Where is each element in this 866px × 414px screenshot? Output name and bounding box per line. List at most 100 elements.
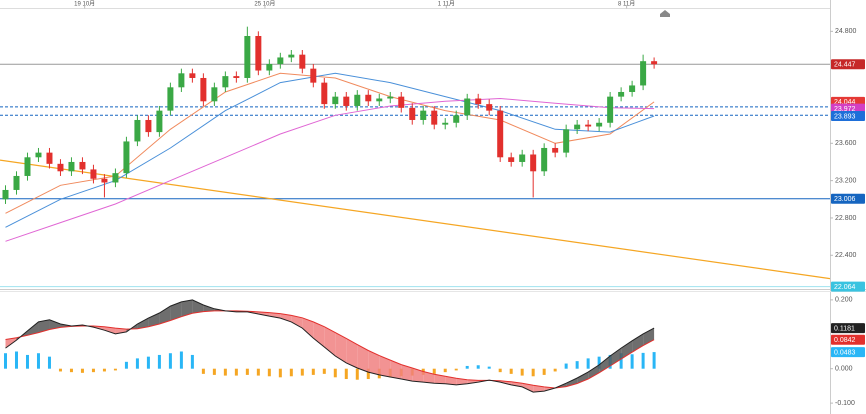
histogram-bar [124,361,128,369]
histogram-bar [619,353,623,369]
candle-body [299,54,306,69]
candle-body [167,87,174,111]
candle-body [640,61,647,86]
histogram-bar [344,368,348,380]
macd-fill [522,383,534,393]
histogram-bar [586,358,590,369]
histogram-bar [14,351,18,369]
histogram-bar [234,368,238,376]
candle-body [255,35,262,71]
macd-fill [434,374,446,384]
histogram-bar [542,368,546,375]
macd-fill [27,321,39,336]
histogram-bar [91,368,95,373]
candle-body [442,122,449,125]
candle-body [57,163,64,172]
candle-body [629,85,636,92]
y-tick-label: 22.800 [835,215,857,222]
candle-body [365,94,372,102]
value-box-label: 0.0842 [834,337,856,344]
macd-fill [258,311,270,317]
candle-body [233,76,240,78]
value-box-label: 0.0483 [834,349,856,356]
histogram-bar [3,353,7,369]
histogram-bar [58,368,62,372]
value-box-label: 23.006 [834,196,856,203]
y-tick-label: -0.100 [835,400,855,407]
histogram-bar [201,368,205,374]
macd-fill [412,368,424,383]
value-box-label: 23.893 [834,113,856,120]
macd-fill [368,350,380,375]
histogram-bar [311,368,315,375]
histogram-bar [168,353,172,369]
scroll-icon[interactable] [660,10,670,17]
candle-body [497,110,504,158]
moving-average [5,97,655,242]
y-tick-label: 0.000 [835,366,853,373]
value-box [831,323,865,334]
candle-body [596,122,603,127]
macd-fill [181,299,193,317]
histogram-bar [157,354,161,369]
histogram-bar [113,368,117,371]
macd-fill [610,348,622,366]
macd-fill [137,318,149,329]
macd-fill [588,364,600,380]
signal-line [5,310,655,389]
candle-body [13,175,20,190]
histogram-bar [333,368,337,378]
macd-fill [159,306,171,324]
candle-body [35,152,42,158]
x-tick-label: 8 11月 [618,1,635,8]
value-box-label: 23.972 [834,106,856,113]
histogram-bar [641,352,645,369]
value-box [831,334,865,345]
candle-body [486,104,493,111]
histogram-bar [300,368,304,376]
histogram-bar [212,368,216,375]
candle-body [134,119,141,142]
histogram-bar [80,368,84,373]
candle-body [68,161,75,172]
macd-fill [599,355,611,373]
candle-body [464,98,471,116]
histogram-bar [69,368,73,373]
y-tick-label: 23.200 [835,177,857,184]
histogram-bar [597,356,601,369]
histogram-bar [465,365,469,369]
macd-fill [423,371,435,384]
candle-body [101,178,108,183]
histogram-bar [564,363,568,369]
histogram-bar [47,356,51,369]
candle-body [24,157,31,176]
candle-body [222,76,229,88]
value-box [831,347,865,358]
y-tick-label: 0.200 [835,297,853,304]
candle-body [178,73,185,88]
histogram-bar [102,368,106,372]
histogram-bar [36,353,40,369]
y-tick-label: 22.400 [835,252,857,259]
histogram-bar [498,368,502,373]
trend-line [0,159,831,280]
candle-body [112,173,119,183]
candle-body [123,141,130,174]
x-tick-label: 25 10月 [254,1,275,8]
value-box-label: 24.447 [834,62,856,69]
macd-fill [291,315,303,329]
candle-body [431,110,438,125]
candle-body [310,68,317,83]
candle-body [200,77,207,102]
x-tick-label: 1 11月 [438,1,455,8]
macd-fill [621,340,633,360]
histogram-bar [245,368,249,375]
value-box-label: 0.1181 [834,325,855,332]
macd-fill [269,312,281,319]
candle-body [90,169,97,179]
value-box [831,281,865,292]
candle-body [618,91,625,97]
candle-body [475,98,482,105]
macd-fill [401,364,413,382]
candle-body [332,96,339,105]
